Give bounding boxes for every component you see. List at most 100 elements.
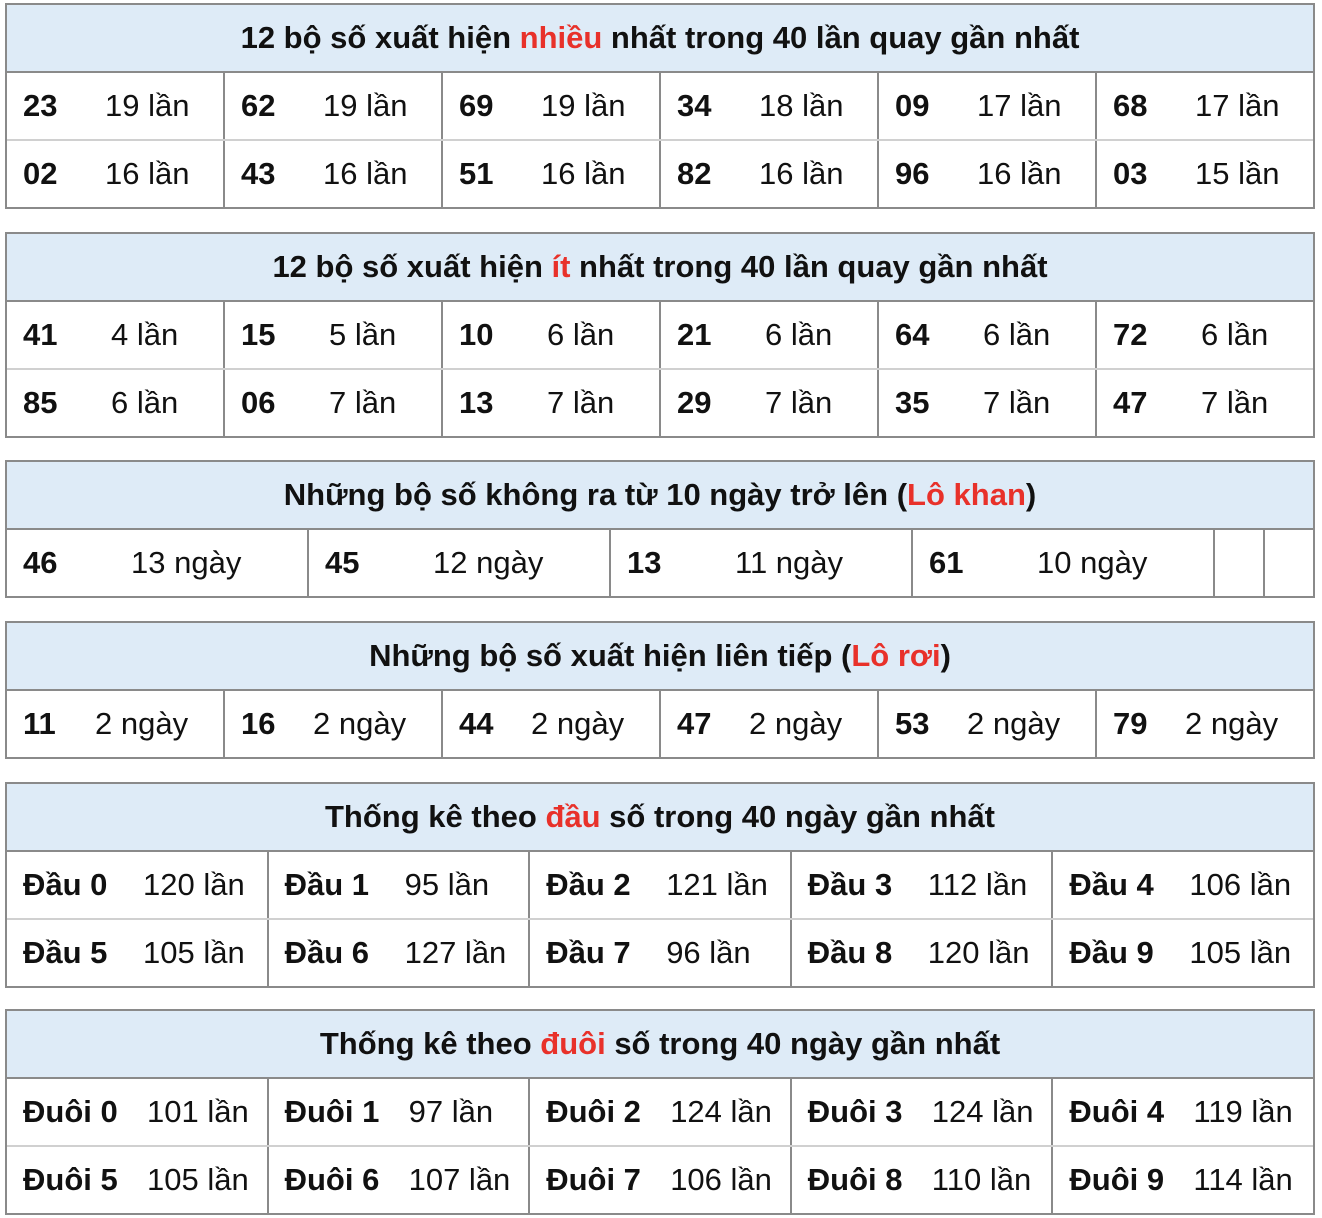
count-value: 121 lần (666, 867, 768, 902)
count-value: 12 ngày (433, 545, 544, 580)
head-digit-table: Thống kê theo đầu số trong 40 ngày gần n… (5, 782, 1315, 988)
title-highlight: đuôi (540, 1026, 606, 1061)
table-row: Đuôi 5 105 lần Đuôi 6 107 lần Đuôi 7 106 lần Đ… (7, 1145, 1313, 1213)
stat-cell: 15 5 lần (223, 302, 441, 368)
number-label: 45 (325, 545, 360, 580)
table-title: Thống kê theo đầu số trong 40 ngày gần n… (7, 784, 1313, 852)
stat-cell: 29 7 lần (659, 370, 877, 436)
stat-cell: Đầu 5 105 lần (7, 920, 267, 986)
count-value: 2 ngày (967, 706, 1061, 741)
stat-cell: 46 13 ngày (7, 530, 307, 596)
title-highlight: ít (551, 249, 571, 284)
stat-cell: 47 2 ngày (659, 691, 877, 757)
count-value: 16 lần (323, 156, 408, 191)
stat-cell: Đuôi 1 97 lần (266, 1079, 529, 1145)
stat-cell: 03 15 lần (1095, 141, 1313, 207)
title-text: Những bộ số xuất hiện liên tiếp ( (369, 638, 852, 673)
number-label: 82 (677, 156, 712, 191)
count-value: 105 lần (147, 1162, 249, 1197)
count-value: 110 lần (931, 1162, 1032, 1197)
stat-cell: 47 7 lần (1095, 370, 1313, 436)
number-label: 85 (23, 385, 58, 420)
count-value: 2 ngày (95, 706, 189, 741)
count-value: 19 lần (541, 88, 626, 123)
title-highlight: Lô rơi (851, 638, 941, 673)
count-value: 6 lần (1201, 317, 1269, 352)
title-text: nhất trong 40 lần quay gần nhất (602, 20, 1080, 55)
count-value: 16 lần (541, 156, 626, 191)
number-label: 10 (459, 317, 494, 352)
count-value: 7 lần (329, 385, 397, 420)
stat-cell: Đầu 9 105 lần (1051, 920, 1313, 986)
title-text: Những bộ số không ra từ 10 ngày trở lên … (283, 477, 908, 512)
stat-cell: 10 6 lần (441, 302, 659, 368)
stat-cell: 79 2 ngày (1095, 691, 1313, 757)
number-label: Đuôi 0 (23, 1094, 118, 1129)
count-value: 120 lần (927, 935, 1030, 970)
title-text: số trong 40 ngày gần nhất (600, 799, 995, 834)
table-row: Đầu 0 120 lần Đầu 1 95 lần Đầu 2 121 lần Đầu 3… (7, 852, 1313, 918)
number-label: 29 (677, 385, 712, 420)
count-value: 5 lần (329, 317, 397, 352)
count-value: 7 lần (983, 385, 1051, 420)
number-label: Đuôi 9 (1069, 1162, 1165, 1197)
stat-cell: 41 4 lần (7, 302, 223, 368)
table-row: 46 13 ngày 45 12 ngày 13 11 ngày 61 10 ngày (7, 530, 1313, 596)
count-value: 119 lần (1193, 1094, 1293, 1129)
table-title: Những bộ số không ra từ 10 ngày trở lên … (7, 462, 1313, 530)
count-value: 124 lần (670, 1094, 772, 1129)
stat-cell: Đầu 1 95 lần (266, 852, 529, 918)
stat-cell: 62 19 lần (223, 73, 441, 139)
stat-cell: 13 7 lần (441, 370, 659, 436)
number-label: 61 (929, 545, 964, 580)
stat-cell: 96 16 lần (877, 141, 1095, 207)
count-value: 19 lần (323, 88, 408, 123)
stat-cell: Đầu 0 120 lần (7, 852, 267, 918)
least-frequent-table: 12 bộ số xuất hiện ít nhất trong 40 lần … (5, 232, 1315, 438)
number-label: Đuôi 8 (807, 1162, 903, 1197)
stat-cell: 13 11 ngày (609, 530, 911, 596)
stat-cell: 45 12 ngày (307, 530, 609, 596)
stat-cell: 34 18 lần (659, 73, 877, 139)
number-label: 72 (1113, 317, 1148, 352)
title-text: số trong 40 ngày gần nhất (605, 1026, 1001, 1061)
number-label: Đầu 7 (546, 935, 631, 970)
count-value: 6 lần (111, 385, 179, 420)
lo-khan-table: Những bộ số không ra từ 10 ngày trở lên … (5, 460, 1315, 598)
tail-digit-table: Thống kê theo đuôi số trong 40 ngày gần … (5, 1009, 1315, 1215)
number-label: 96 (895, 156, 930, 191)
count-value: 124 lần (931, 1094, 1034, 1129)
number-label: 64 (895, 317, 930, 352)
count-value: 19 lần (105, 88, 190, 123)
number-label: 51 (459, 156, 494, 191)
stat-cell: 02 16 lần (7, 141, 223, 207)
stat-cell: 44 2 ngày (441, 691, 659, 757)
title-text: nhất trong 40 lần quay gần nhất (570, 249, 1048, 284)
number-label: 35 (895, 385, 930, 420)
count-value: 6 lần (765, 317, 833, 352)
count-value: 6 lần (983, 317, 1051, 352)
count-value: 16 lần (105, 156, 190, 191)
stat-cell: Đầu 6 127 lần (266, 920, 529, 986)
table-title: Thống kê theo đuôi số trong 40 ngày gần … (7, 1011, 1313, 1079)
table-row: Đầu 5 105 lần Đầu 6 127 lần Đầu 7 96 lần Đầu 8… (7, 918, 1313, 986)
count-value: 127 lần (404, 935, 507, 970)
title-text: 12 bộ số xuất hiện (240, 20, 520, 55)
stat-cell: Đầu 7 96 lần (528, 920, 790, 986)
count-value: 97 lần (408, 1094, 494, 1129)
most-frequent-table: 12 bộ số xuất hiện nhiều nhất trong 40 l… (5, 3, 1315, 209)
number-label: 41 (23, 317, 58, 352)
number-label: 21 (677, 317, 712, 352)
count-value: 107 lần (408, 1162, 511, 1197)
count-value: 7 lần (1201, 385, 1269, 420)
count-value: 106 lần (670, 1162, 772, 1197)
number-label: Đuôi 4 (1069, 1094, 1165, 1129)
count-value: 16 lần (759, 156, 844, 191)
stat-cell: Đuôi 2 124 lần (528, 1079, 790, 1145)
number-label: Đầu 8 (807, 935, 893, 970)
number-label: 13 (627, 545, 662, 580)
empty-cell (1263, 530, 1313, 596)
stat-cell: 09 17 lần (877, 73, 1095, 139)
count-value: 96 lần (666, 935, 751, 970)
number-label: 79 (1113, 706, 1148, 741)
